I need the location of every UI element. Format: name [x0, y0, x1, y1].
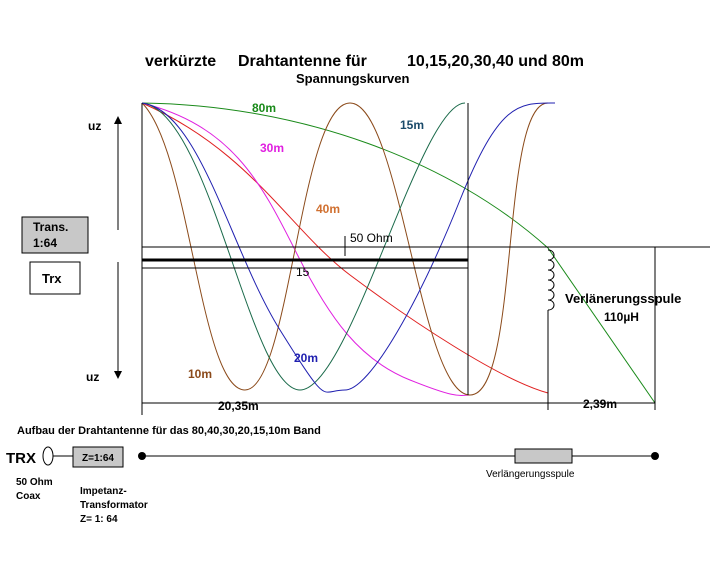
dot	[138, 452, 146, 460]
t: Z=1:64	[82, 453, 114, 464]
t: uz	[88, 119, 101, 133]
t: Trans.	[33, 220, 68, 234]
trx-box	[29, 261, 81, 295]
t: 1:64	[33, 236, 57, 250]
t: 30m	[260, 141, 284, 155]
coax	[42, 446, 54, 466]
t: TRX	[6, 450, 36, 467]
t: 20,35m	[218, 399, 259, 413]
t: 40m	[316, 202, 340, 216]
t: Verlänerungsspule	[565, 291, 681, 306]
t: 10m	[188, 367, 212, 381]
t: Trx	[42, 271, 62, 286]
t: 15m	[400, 118, 424, 132]
t: Drahtantenne für	[238, 53, 367, 70]
dot	[651, 452, 659, 460]
t: 80m	[252, 101, 276, 115]
t: Aufbau der Drahtantenne für das 80,40,30…	[17, 425, 321, 437]
t: 2,39m	[583, 397, 617, 411]
t: 15	[296, 265, 310, 279]
t: Z= 1: 64	[80, 514, 118, 525]
t: 20m	[294, 351, 318, 365]
trans-box	[21, 216, 89, 254]
t: Transformator	[80, 500, 148, 511]
curves	[141, 102, 656, 404]
t: Impetanz-	[80, 486, 127, 497]
z-box	[72, 446, 124, 468]
t: uz	[86, 370, 99, 384]
t: 50 Ohm	[16, 477, 53, 488]
t: Verlängerungsspule	[486, 469, 575, 480]
t: 110µH	[604, 310, 639, 324]
t: Spannungskurven	[296, 71, 409, 86]
coil-box	[514, 448, 573, 464]
t: 10,15,20,30,40 und 80m	[407, 53, 584, 70]
t: verkürzte	[145, 53, 216, 70]
t: Coax	[16, 491, 41, 502]
t: 50 Ohm	[350, 231, 393, 245]
